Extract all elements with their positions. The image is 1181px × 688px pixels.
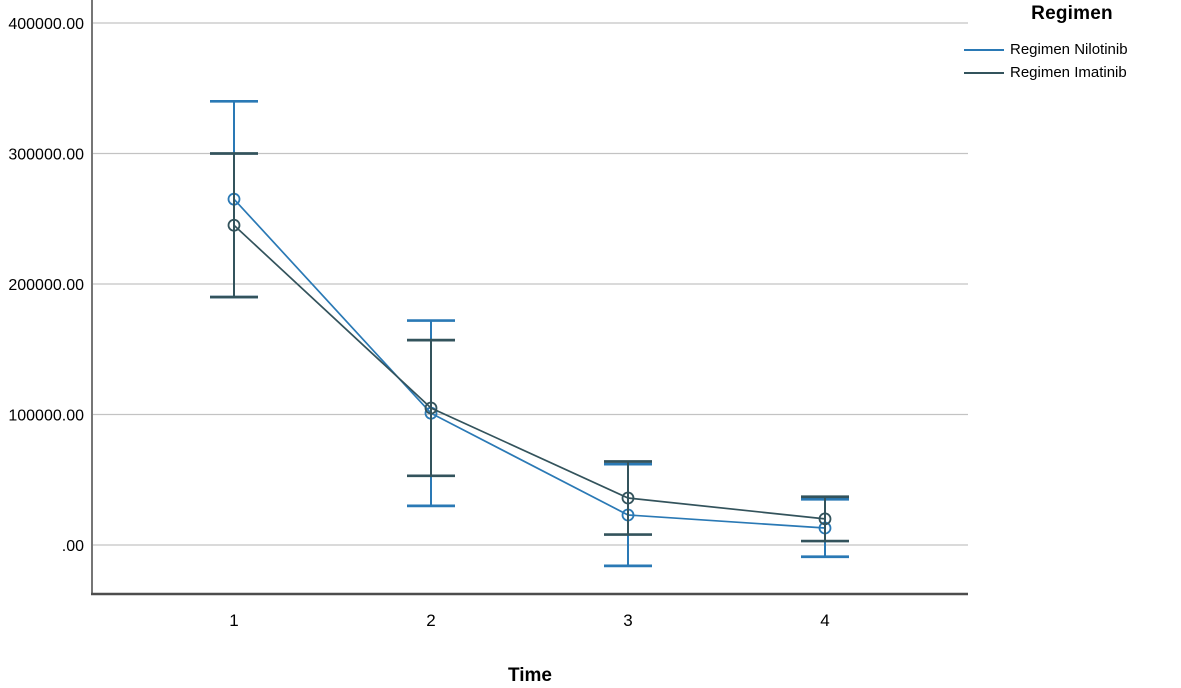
data-point-marker	[621, 491, 635, 505]
series-line	[233, 198, 826, 529]
y-tick-label: 400000.00	[8, 16, 84, 33]
y-tick-label: .00	[62, 538, 84, 555]
legend-entry-imatinib: Regimen Imatinib	[964, 61, 1180, 84]
legend: Regimen Regimen Nilotinib Regimen Imatin…	[964, 3, 1180, 84]
y-tick-label: 100000.00	[8, 408, 84, 425]
series-line	[233, 224, 826, 520]
x-tick-label: 4	[820, 611, 829, 630]
data-point-marker	[818, 512, 832, 526]
data-point-marker	[424, 401, 438, 415]
data-point-marker	[227, 218, 241, 232]
x-tick-label: 3	[623, 611, 632, 630]
y-tick-label: 200000.00	[8, 277, 84, 294]
x-axis-title: Time	[508, 665, 552, 686]
x-tick-label: 2	[426, 611, 435, 630]
legend-entry-nilotinib: Regimen Nilotinib	[964, 38, 1180, 61]
imatinib-line-swatch-icon	[964, 71, 1004, 74]
x-tick-label: 1	[229, 611, 238, 630]
legend-label-nilotinib: Regimen Nilotinib	[1010, 41, 1128, 58]
nilotinib-line-swatch-icon	[964, 48, 1004, 51]
legend-label-imatinib: Regimen Imatinib	[1010, 64, 1127, 81]
legend-title: Regimen	[1031, 3, 1113, 24]
y-tick-label: 300000.00	[8, 147, 84, 164]
